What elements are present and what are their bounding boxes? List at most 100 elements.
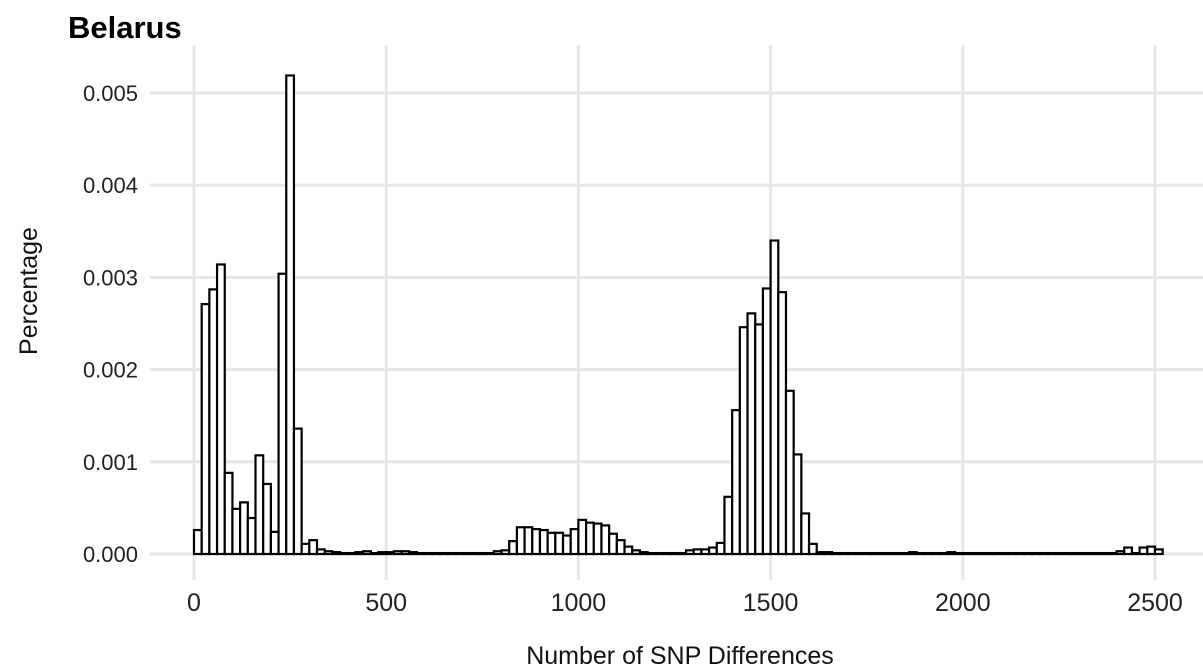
histogram-bar [1069, 551, 1080, 556]
histogram-bar [923, 551, 934, 556]
histogram-bar [1046, 551, 1057, 556]
y-tick-label: 0.001 [83, 450, 138, 475]
histogram-bar [884, 551, 895, 556]
x-tick-label: 500 [365, 589, 407, 617]
histogram-bar [907, 551, 918, 556]
histogram-bar [715, 541, 726, 556]
y-gridlines [150, 91, 1203, 556]
histogram-bar [254, 454, 265, 556]
histogram-bar [1146, 545, 1157, 556]
histogram-bar [654, 551, 665, 556]
y-tick-label: 0.003 [83, 265, 138, 290]
histogram-bar [900, 551, 911, 556]
histogram-bar [677, 551, 688, 556]
histogram-bar [1000, 551, 1011, 556]
histogram-bar [608, 532, 618, 556]
histogram-bar [969, 551, 980, 556]
histogram-bar [761, 287, 772, 556]
histogram-bar [692, 548, 703, 556]
histogram-bar [438, 551, 449, 556]
histogram-bar [300, 542, 311, 556]
histogram-bar [338, 551, 349, 556]
histogram-bar [631, 549, 642, 556]
histogram-bar [954, 551, 964, 556]
histogram-bar [800, 512, 811, 556]
histogram-bar [508, 539, 518, 556]
y-tick-label: 0.000 [83, 542, 138, 567]
histogram-bar [623, 545, 634, 556]
histogram-bar [892, 551, 903, 556]
histogram-bar [546, 531, 557, 556]
histogram-bar [946, 551, 957, 556]
y-axis-title: Percentage [15, 227, 43, 355]
chart-title: Belarus [68, 10, 182, 45]
histogram-bar [738, 326, 749, 556]
histogram-bar [661, 551, 672, 556]
histogram-bar [1107, 551, 1118, 556]
histogram-bar [615, 539, 626, 556]
histogram-bar [930, 551, 941, 556]
x-tick-label: 1500 [743, 589, 799, 617]
histogram-bar [577, 518, 588, 556]
histogram-bar [1130, 551, 1141, 556]
histogram-bar [1100, 551, 1110, 556]
histogram-bar [315, 548, 326, 556]
histogram-bar [861, 551, 872, 556]
histogram-bar [285, 74, 296, 556]
histogram-bar [331, 551, 342, 556]
histogram-bar [500, 549, 511, 556]
histogram-bar [831, 551, 841, 556]
histogram-bar [984, 551, 995, 556]
histogram-bar [415, 551, 426, 556]
x-tick-labels: 0 500 1000 1500 2000 2500 [187, 589, 1183, 617]
histogram-bar [477, 551, 488, 556]
histogram-bar [408, 551, 419, 556]
histogram-bar [446, 551, 457, 556]
histogram-bar [1123, 546, 1134, 556]
histogram-bar [308, 539, 319, 556]
histogram-bar [192, 528, 203, 556]
histogram-bar [915, 551, 926, 556]
y-tick-label: 0.004 [83, 173, 138, 198]
histogram-bar [246, 516, 257, 556]
histogram-bar [646, 551, 657, 556]
histogram-bar [262, 482, 272, 556]
histogram-bar [377, 551, 388, 556]
histogram-bar [215, 263, 226, 556]
histogram-bar [515, 526, 526, 556]
histogram-bar [807, 542, 818, 556]
histogram-bar [754, 323, 765, 556]
histogram-bar [569, 528, 580, 556]
histogram-bar [346, 551, 357, 556]
histogram-bar [392, 550, 403, 556]
histogram-bar [423, 551, 434, 556]
histogram-bar [223, 471, 234, 556]
histogram-bar [746, 312, 757, 556]
histogram-bar [977, 551, 987, 556]
histogram-bar [700, 548, 711, 556]
histogram-bar [938, 551, 949, 556]
histogram-bar [838, 551, 849, 556]
x-gridlines [192, 45, 1157, 580]
histogram-bar [1077, 551, 1087, 556]
histogram-bar [269, 530, 280, 556]
histogram-bar [584, 521, 595, 556]
histogram-bar [1084, 551, 1095, 556]
histogram-bar [554, 531, 565, 556]
histogram-bar [1015, 551, 1026, 556]
histogram-bar [431, 551, 442, 556]
histogram-bar [485, 551, 495, 556]
y-tick-label: 0.002 [83, 358, 138, 383]
histogram-bar [292, 427, 303, 556]
histogram-bar [469, 551, 480, 556]
histogram-bar [400, 550, 411, 556]
histogram-bar [239, 501, 249, 556]
histogram-bar [769, 239, 780, 556]
histogram-bar [1053, 551, 1064, 556]
histogram-bar [600, 524, 611, 556]
histogram-bar [854, 551, 864, 556]
histogram-bar [323, 550, 334, 556]
histogram-bar [531, 528, 542, 556]
x-axis-title: Number of SNP Differences [526, 642, 834, 670]
